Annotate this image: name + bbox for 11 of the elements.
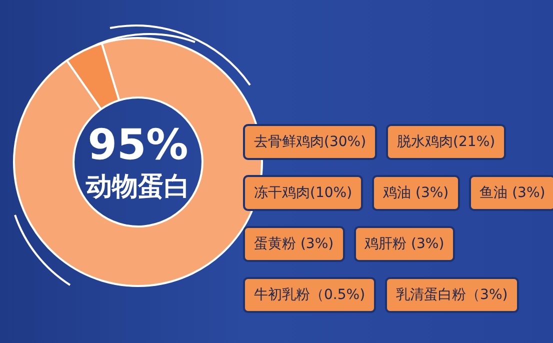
text: 冻干鸡肉(10%) bbox=[243, 175, 364, 211]
text: 鸡肝粉 (3%) bbox=[354, 226, 456, 262]
slice-label: 动物蛋白 bbox=[85, 172, 190, 202]
data-label: 95% bbox=[88, 120, 188, 169]
text: 蛋黄粉 (3%) bbox=[243, 226, 345, 262]
text: 鱼油 (3%) bbox=[468, 175, 553, 211]
text: 去骨鲜鸡肉(30%) bbox=[243, 124, 378, 160]
text: 脱水鸡肉(21%) bbox=[386, 124, 506, 160]
text: 牛初乳粉（0.5%) bbox=[243, 277, 376, 313]
text: 鸡油 (3%) bbox=[372, 175, 460, 211]
text: 乳清蛋白粉（3%) bbox=[385, 277, 519, 313]
